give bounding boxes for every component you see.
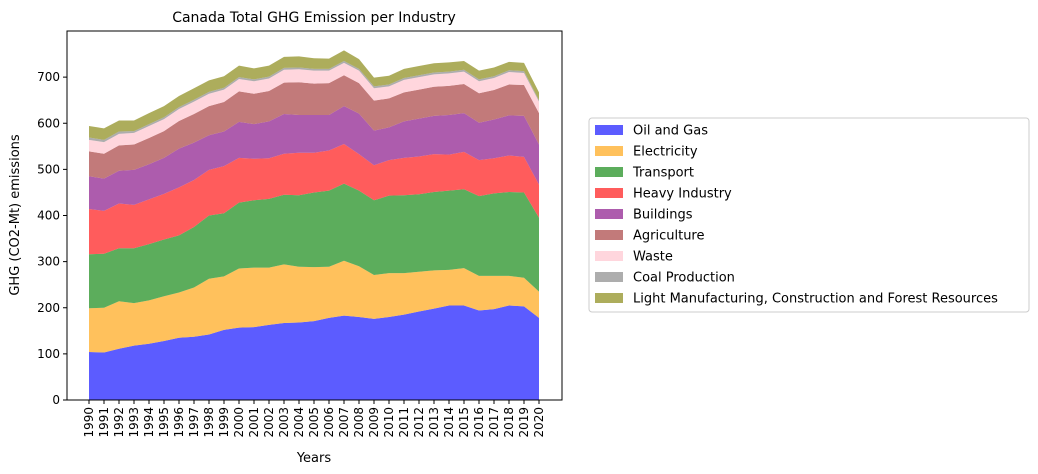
legend: Oil and Gas Electricity Transport Heavy Ind… [588, 117, 1030, 313]
y-tick-label: 600 [37, 116, 60, 130]
x-tick-label: 2016 [472, 407, 486, 438]
x-tick-label: 2020 [532, 407, 546, 438]
x-tick-label: 1990 [82, 407, 96, 438]
x-tick-label: 2007 [337, 407, 351, 438]
y-axis: 0 100 200 300 400 500 600 700 [37, 70, 67, 407]
x-tick-label: 1995 [157, 407, 171, 438]
plot-frame [66, 30, 563, 401]
x-tick-label: 2012 [412, 407, 426, 438]
x-tick-label: 2005 [307, 407, 321, 438]
legend-label: Electricity [633, 145, 698, 160]
x-tick-label: 1994 [142, 407, 156, 438]
x-tick-label: 2011 [397, 407, 411, 438]
x-tick-label: 2018 [502, 407, 516, 438]
legend-label: Heavy Industry [633, 187, 732, 202]
x-tick-label: 2003 [277, 407, 291, 438]
x-tick-label: 2000 [232, 407, 246, 438]
area-series-0 [89, 305, 539, 400]
area-series-8 [89, 50, 539, 140]
y-tick-label: 700 [37, 70, 60, 84]
area-series-4 [89, 106, 539, 211]
y-tick-label: 200 [37, 301, 60, 315]
x-tick-label: 1992 [112, 407, 126, 438]
legend-frame [588, 117, 1030, 313]
x-tick-label: 2001 [247, 407, 261, 438]
x-tick-label: 1996 [172, 407, 186, 438]
area-series-3 [89, 144, 539, 255]
x-tick-label: 1997 [187, 407, 201, 438]
x-tick-label: 1999 [217, 407, 231, 438]
legend-label: Transport [632, 166, 694, 181]
legend-label: Waste [633, 250, 673, 265]
legend-label: Oil and Gas [633, 124, 708, 139]
y-axis-label: GHG (CO2-Mt) emissions [8, 134, 23, 296]
legend-swatch [595, 209, 623, 219]
y-tick-label: 400 [37, 209, 60, 223]
legend-swatch [595, 188, 623, 198]
legend-label: Agriculture [633, 229, 705, 244]
x-tick-label: 2008 [352, 407, 366, 438]
legend-label: Light Manufacturing, Construction and Fo… [633, 292, 998, 307]
y-tick-label: 500 [37, 162, 60, 176]
legend-swatch [595, 146, 623, 156]
legend-swatch [595, 293, 623, 303]
plot-area [89, 50, 539, 400]
x-axis-label: Years [296, 451, 332, 466]
area-series-2 [89, 183, 539, 309]
legend-label: Coal Production [633, 271, 735, 286]
x-tick-label: 2017 [487, 407, 501, 438]
chart-title: Canada Total GHG Emission per Industry [172, 10, 456, 26]
x-tick-label: 2009 [367, 407, 381, 438]
x-tick-label: 2014 [442, 407, 456, 438]
x-tick-label: 2015 [457, 407, 471, 438]
legend-swatch [595, 251, 623, 261]
legend-swatch [595, 230, 623, 240]
x-axis: 1990 1991 1992 1993 1994 1995 1996 1997 1998 1999… [82, 400, 546, 438]
x-tick-label: 1991 [97, 407, 111, 438]
x-tick-label: 1998 [202, 407, 216, 438]
y-tick-label: 100 [37, 347, 60, 361]
legend-swatch [595, 125, 623, 135]
area-series-1 [89, 260, 539, 353]
legend-swatch [595, 272, 623, 282]
x-tick-label: 2013 [427, 407, 441, 438]
area-series-6 [89, 62, 539, 154]
x-tick-label: 2002 [262, 407, 276, 438]
legend-label: Buildings [633, 208, 693, 223]
x-tick-label: 2006 [322, 407, 336, 438]
x-tick-label: 2010 [382, 407, 396, 438]
x-tick-label: 2004 [292, 407, 306, 438]
x-tick-label: 2019 [517, 407, 531, 438]
y-tick-label: 300 [37, 255, 60, 269]
y-tick-label: 0 [52, 393, 60, 407]
x-tick-label: 1993 [127, 407, 141, 438]
legend-swatch [595, 167, 623, 177]
area-series-5 [89, 75, 539, 179]
